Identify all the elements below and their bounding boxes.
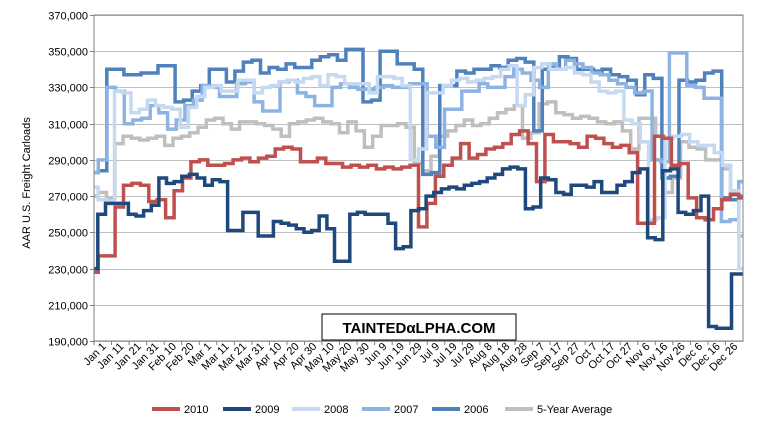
- y-axis-ticks: 190,000 210,000 230,000 250,000 270,000 290,0…: [48, 11, 88, 349]
- watermark-box: [321, 313, 517, 341]
- series-line-5-year-average: [94, 100, 743, 238]
- legend-label-2010: 2010: [184, 404, 208, 416]
- series-line-2008: [94, 62, 743, 271]
- y-tick-label: 290,000: [48, 156, 88, 168]
- legend-label-2006: 2006: [464, 404, 488, 416]
- legend-label-2009: 2009: [255, 404, 279, 416]
- plot-area: [93, 14, 744, 342]
- legend-label-2008: 2008: [324, 404, 348, 416]
- series-line-2009: [94, 165, 743, 331]
- y-tick-label: 230,000: [48, 265, 88, 277]
- legend-label-2007: 2007: [394, 404, 418, 416]
- legend-label-5-year-average: 5-Year Average: [537, 404, 612, 416]
- y-tick-label: 210,000: [48, 301, 88, 313]
- y-tick-label: 190,000: [48, 337, 88, 349]
- watermark: TAINTEDαLPHA.COM: [321, 313, 517, 341]
- y-tick-label: 250,000: [48, 228, 88, 240]
- y-tick-label: 350,000: [48, 47, 88, 59]
- series-line-2010: [94, 129, 743, 274]
- y-axis-label: AAR U.S. Freight Carloads: [21, 117, 33, 249]
- legend: 2010 2009 2008 2007 2006 5-Year Average: [152, 404, 612, 416]
- y-tick-label: 310,000: [48, 120, 88, 132]
- y-tick-label: 270,000: [48, 192, 88, 204]
- y-tick-label: 330,000: [48, 83, 88, 95]
- axes: [90, 14, 744, 345]
- watermark-text: TAINTEDαLPHA.COM: [342, 320, 495, 337]
- y-tick-label: 370,000: [48, 11, 88, 23]
- series-layer: [94, 47, 743, 331]
